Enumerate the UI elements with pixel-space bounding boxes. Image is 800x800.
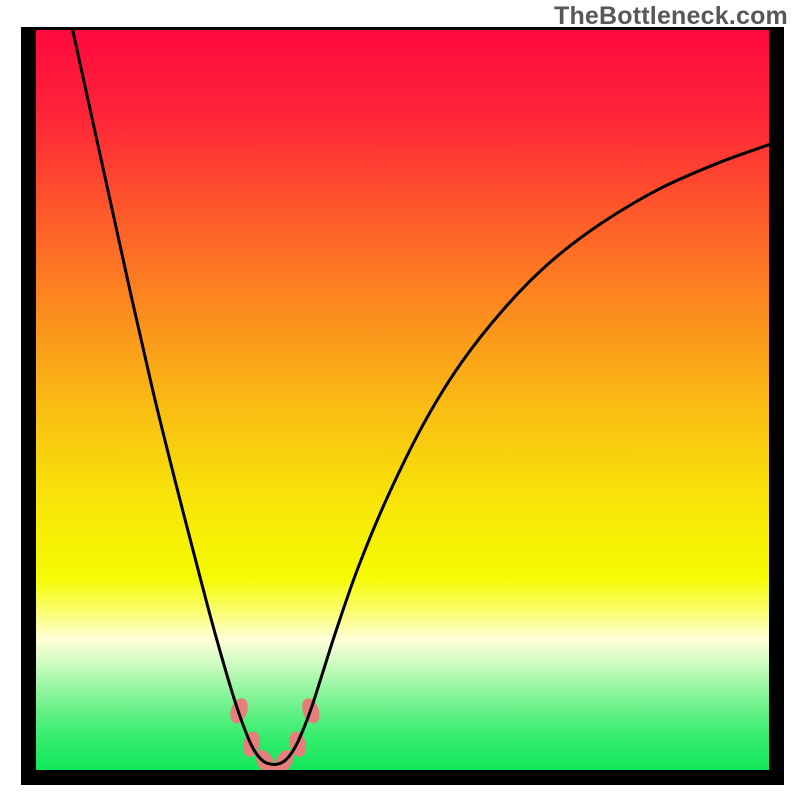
watermark-text: TheBottleneck.com (554, 2, 788, 31)
frame-right (769, 27, 784, 785)
frame-left (21, 27, 36, 785)
frame-bottom (21, 770, 784, 785)
gradient-background (36, 30, 769, 770)
chart-container: TheBottleneck.com (0, 0, 800, 800)
bottleneck-chart (0, 0, 800, 800)
